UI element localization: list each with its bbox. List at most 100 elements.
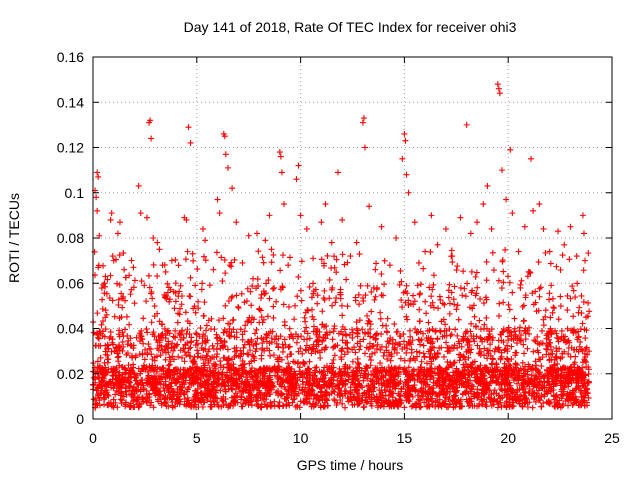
data-point (182, 341, 189, 348)
data-point (448, 253, 455, 260)
x-tick-label: 20 (500, 430, 516, 446)
data-point (202, 379, 209, 386)
data-point (192, 388, 199, 395)
data-point (257, 394, 264, 401)
data-point (405, 390, 412, 397)
data-point (222, 151, 229, 158)
data-point (238, 362, 245, 369)
data-point (352, 297, 359, 304)
data-point (555, 335, 562, 342)
data-point (467, 402, 474, 409)
data-point (543, 367, 550, 374)
data-point (378, 331, 385, 338)
data-point (228, 294, 235, 301)
data-point (317, 388, 324, 395)
data-point (129, 398, 136, 405)
data-point (365, 345, 372, 352)
data-point (474, 376, 481, 383)
data-point (511, 368, 518, 375)
data-point (477, 348, 484, 355)
data-point (363, 391, 370, 398)
data-point (454, 263, 461, 270)
data-point (349, 334, 356, 341)
data-point (285, 387, 292, 394)
data-point (248, 302, 255, 309)
data-point (387, 372, 394, 379)
data-point (450, 381, 457, 388)
data-point (468, 386, 475, 393)
data-point (169, 353, 176, 360)
data-point (498, 349, 505, 356)
data-point (123, 391, 130, 398)
data-point (110, 373, 117, 380)
data-point (248, 397, 255, 404)
data-point (585, 366, 592, 373)
y-tick-label: 0.14 (57, 94, 84, 110)
data-point (293, 339, 300, 346)
data-point (161, 325, 168, 332)
data-point (378, 364, 385, 371)
data-point (248, 319, 255, 326)
data-point (157, 352, 164, 359)
data-point (168, 257, 175, 264)
data-point (224, 346, 231, 353)
data-point (468, 364, 475, 371)
data-point (96, 364, 103, 371)
data-point (563, 339, 570, 346)
data-point (270, 285, 277, 292)
data-point (209, 342, 216, 349)
data-point (515, 248, 522, 255)
data-point (462, 356, 469, 363)
data-point (165, 284, 172, 291)
data-point (221, 257, 228, 263)
data-point (453, 306, 460, 313)
data-point (560, 388, 567, 395)
data-point (123, 313, 130, 320)
data-point (369, 343, 376, 350)
data-point (265, 277, 272, 284)
data-point (271, 336, 278, 343)
data-point (104, 276, 111, 283)
data-point (516, 327, 523, 334)
data-point (432, 365, 439, 372)
data-point (211, 392, 218, 399)
data-point (579, 320, 586, 327)
data-point (481, 373, 488, 380)
data-point (384, 338, 391, 345)
data-point (406, 327, 413, 334)
data-point (502, 387, 509, 394)
data-point (414, 353, 421, 360)
data-point (535, 307, 542, 314)
data-point (489, 249, 496, 256)
data-point (342, 340, 349, 347)
data-point (334, 391, 341, 398)
data-point (316, 394, 323, 401)
data-point (121, 266, 128, 273)
data-point (289, 333, 296, 340)
data-point (145, 272, 152, 279)
data-point (206, 282, 213, 289)
data-point (495, 85, 502, 92)
data-point (522, 294, 529, 301)
data-point (292, 375, 299, 382)
data-point (586, 308, 593, 315)
data-point (320, 334, 327, 341)
data-point (112, 379, 119, 386)
data-point (549, 378, 556, 385)
data-point (436, 391, 443, 398)
data-point (158, 400, 165, 407)
data-point (282, 386, 289, 393)
data-point (213, 346, 220, 353)
data-point (488, 225, 495, 232)
data-point (273, 340, 280, 347)
data-point (517, 324, 524, 331)
data-point (440, 381, 447, 388)
data-point (504, 327, 511, 334)
data-point (202, 356, 209, 363)
data-point (163, 342, 170, 349)
data-point (458, 343, 465, 350)
data-point (128, 257, 135, 264)
data-point (279, 283, 286, 290)
data-point (310, 255, 317, 262)
data-point (477, 380, 484, 387)
